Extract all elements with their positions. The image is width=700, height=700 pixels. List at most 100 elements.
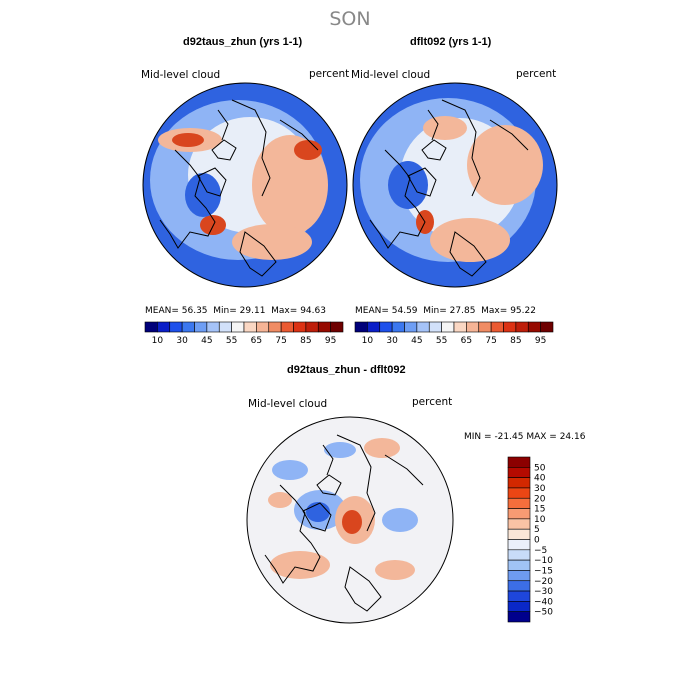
colorbar-panel1-swatch-1 [157,321,171,333]
colorbar-diff-level-label: 0 [534,536,540,546]
panel2-map-boundary [352,82,558,288]
colorbar-panel1-swatch-7 [231,321,245,333]
colorbar-panel1-tick-label: 65 [251,336,262,346]
colorbar-panel2: 10 30 45 55 65 75 85 95 [354,321,554,346]
colorbar-panel1-swatch-9 [256,321,270,333]
colorbar-panel2-swatch-9 [466,321,480,333]
colorbar-panel1-swatch-10 [268,321,282,333]
colorbar-panel2-swatch-11 [490,321,504,333]
panel2-min-value: 27.85 [449,306,476,316]
colorbar-diff-swatch-6 [507,518,531,530]
colorbar-panel1-swatch-14 [317,321,331,333]
colorbar-panel2-tick-label: 45 [411,336,422,346]
panel2-mean-value: 54.59 [391,306,418,316]
panel1-coastlines [159,99,319,277]
colorbar-panel1-swatch-4 [194,321,208,333]
colorbar-panel2-tick-label: 65 [461,336,472,346]
colorbar-panel1-tick-label: 45 [201,336,212,346]
panel1-min-label: Min= [213,306,237,316]
colorbar-panel2-swatch-14 [527,321,541,333]
panel2-units-label: percent [516,68,557,80]
colorbar-panel1-swatch-2 [169,321,183,333]
colorbar-panel1: 10 30 45 55 65 75 85 95 [144,321,344,346]
colorbar-panel1-swatch-8 [243,321,257,333]
panel2-max-value: 95.22 [510,306,536,316]
colorbar-diff-level-label: −10 [534,556,553,566]
colorbar-panel2-tick-label: 95 [535,336,546,346]
colorbar-panel1-tick-label: 95 [325,336,336,346]
colorbar-panel1-tick-label: 10 [152,336,164,346]
panel1-mean-label: MEAN= [145,306,179,316]
diff-coastlines [264,434,424,612]
panel2-cloud-field [353,83,557,287]
colorbar-panel1-swatch-0 [144,321,158,333]
colorbar-panel2-swatch-7 [441,321,455,333]
colorbar-panel2-tick-label: 85 [510,336,521,346]
panel2-mean-label: MEAN= [355,306,389,316]
colorbar-panel2-swatch-2 [379,321,393,333]
colorbar-panel1-swatch-3 [181,321,195,333]
colorbar-panel1-tick-label: 30 [176,336,188,346]
colorbar-diff-level-label: −20 [534,577,553,587]
colorbar-panel1-swatch-6 [218,321,232,333]
panel1-stats: MEAN= 56.35 Min= 29.11 Max= 94.63 [145,306,326,316]
panel1-map-boundary [142,82,348,288]
colorbar-diff-swatch-11 [507,570,531,582]
colorbar-panel1-swatch-11 [280,321,294,333]
colorbar-diff-swatch-7 [507,528,531,540]
colorbar-diff-swatch-1 [507,467,531,478]
diff-map-boundary [246,416,454,624]
panel1-units-label: percent [309,68,350,80]
diff-cloud-field [247,417,453,623]
colorbar-panel2-swatch-8 [453,321,467,333]
panel2-stats: MEAN= 54.59 Min= 27.85 Max= 95.22 [355,306,536,316]
colorbar-panel2-swatch-13 [515,321,529,333]
colorbar-diff-level-label: 40 [534,474,546,484]
colorbar-diff-swatch-9 [507,549,531,561]
polar-map-diff [246,416,454,624]
panel1-variable-label: Mid-level cloud [141,69,221,81]
colorbar-diff-level-label: −40 [534,597,553,607]
panel1-cloud-field [143,83,347,287]
colorbar-diff-level-label: −30 [534,587,553,597]
diff-min-value: -21.45 [494,432,524,442]
colorbar-diff-level-label: 5 [534,525,540,535]
colorbar-panel1-tick-label: 85 [300,336,311,346]
colorbar-panel2-swatch-6 [428,321,442,333]
colorbar-panel1-swatch-15 [330,321,344,333]
diff-title: d92taus_zhun - dflt092 [287,364,406,376]
colorbar-panel2-swatch-0 [354,321,368,333]
colorbar-diff-level-label: −5 [534,546,547,556]
colorbar-panel2-tick-label: 10 [362,336,374,346]
colorbar-diff-swatch-14 [507,601,531,612]
panel1-case-title: d92taus_zhun (yrs 1-1) [183,36,303,48]
panel2-coastlines [369,99,529,277]
colorbar-diff-swatch-8 [507,539,531,551]
colorbar-diff-swatch-13 [507,590,531,602]
diff-max-value: 24.16 [559,432,586,442]
colorbar-diff-swatch-10 [507,559,531,571]
colorbar-panel1-tick-label: 55 [226,336,237,346]
panel1-mean-value: 56.35 [181,306,208,316]
panel1-min-value: 29.11 [239,306,266,316]
polar-map-panel1 [142,82,348,288]
diff-units-label: percent [412,396,453,408]
colorbar-diff-level-label: 20 [534,494,546,504]
colorbar-diff-swatch-3 [507,487,531,499]
diff-variable-label: Mid-level cloud [248,398,328,410]
panel2-min-label: Min= [423,306,447,316]
colorbar-panel2-swatch-3 [391,321,405,333]
panel2-max-label: Max= [481,306,508,316]
colorbar-diff-level-label: −50 [534,608,553,618]
colorbar-panel2-swatch-1 [367,321,381,333]
colorbar-panel1-swatch-12 [293,321,307,333]
polar-map-panel2 [352,82,558,288]
colorbar-panel2-tick-label: 30 [386,336,398,346]
colorbar-panel2-swatch-4 [404,321,418,333]
colorbar-diff-swatch-12 [507,580,531,592]
panel2-case-title: dflt092 (yrs 1-1) [410,36,492,48]
colorbar-panel1-tick-label: 75 [275,336,286,346]
colorbar-diff-level-label: 50 [534,463,546,473]
